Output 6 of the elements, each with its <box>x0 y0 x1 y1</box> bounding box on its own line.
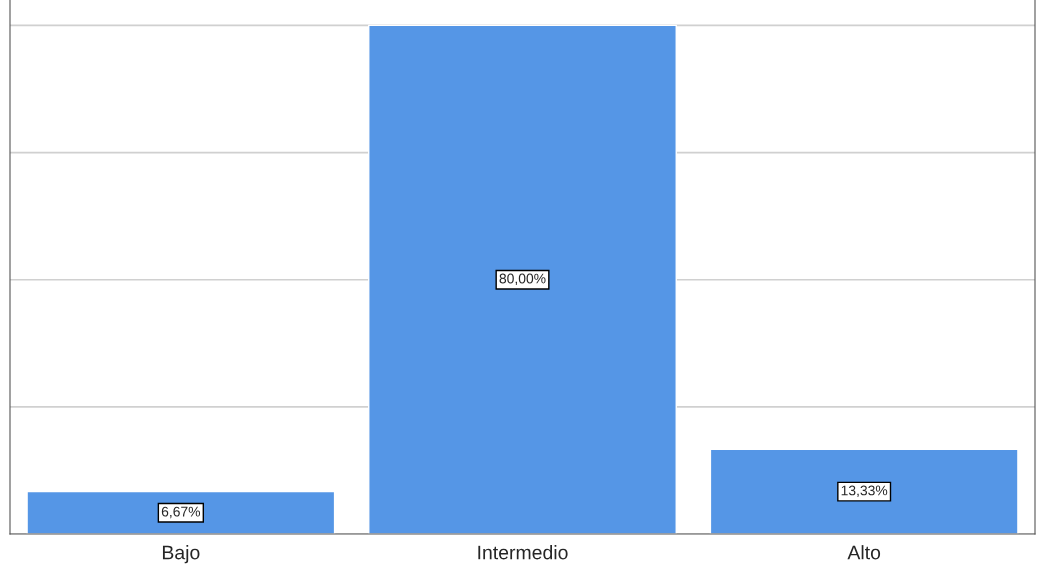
x-tick-label: Bajo <box>162 545 200 564</box>
data-label: 6,67% <box>161 506 201 519</box>
x-tick-label: Alto <box>847 545 881 560</box>
data-label: 80,00% <box>499 273 546 286</box>
x-tick-label: Intermedio <box>478 545 568 560</box>
data-label: 13,33% <box>841 485 888 497</box>
